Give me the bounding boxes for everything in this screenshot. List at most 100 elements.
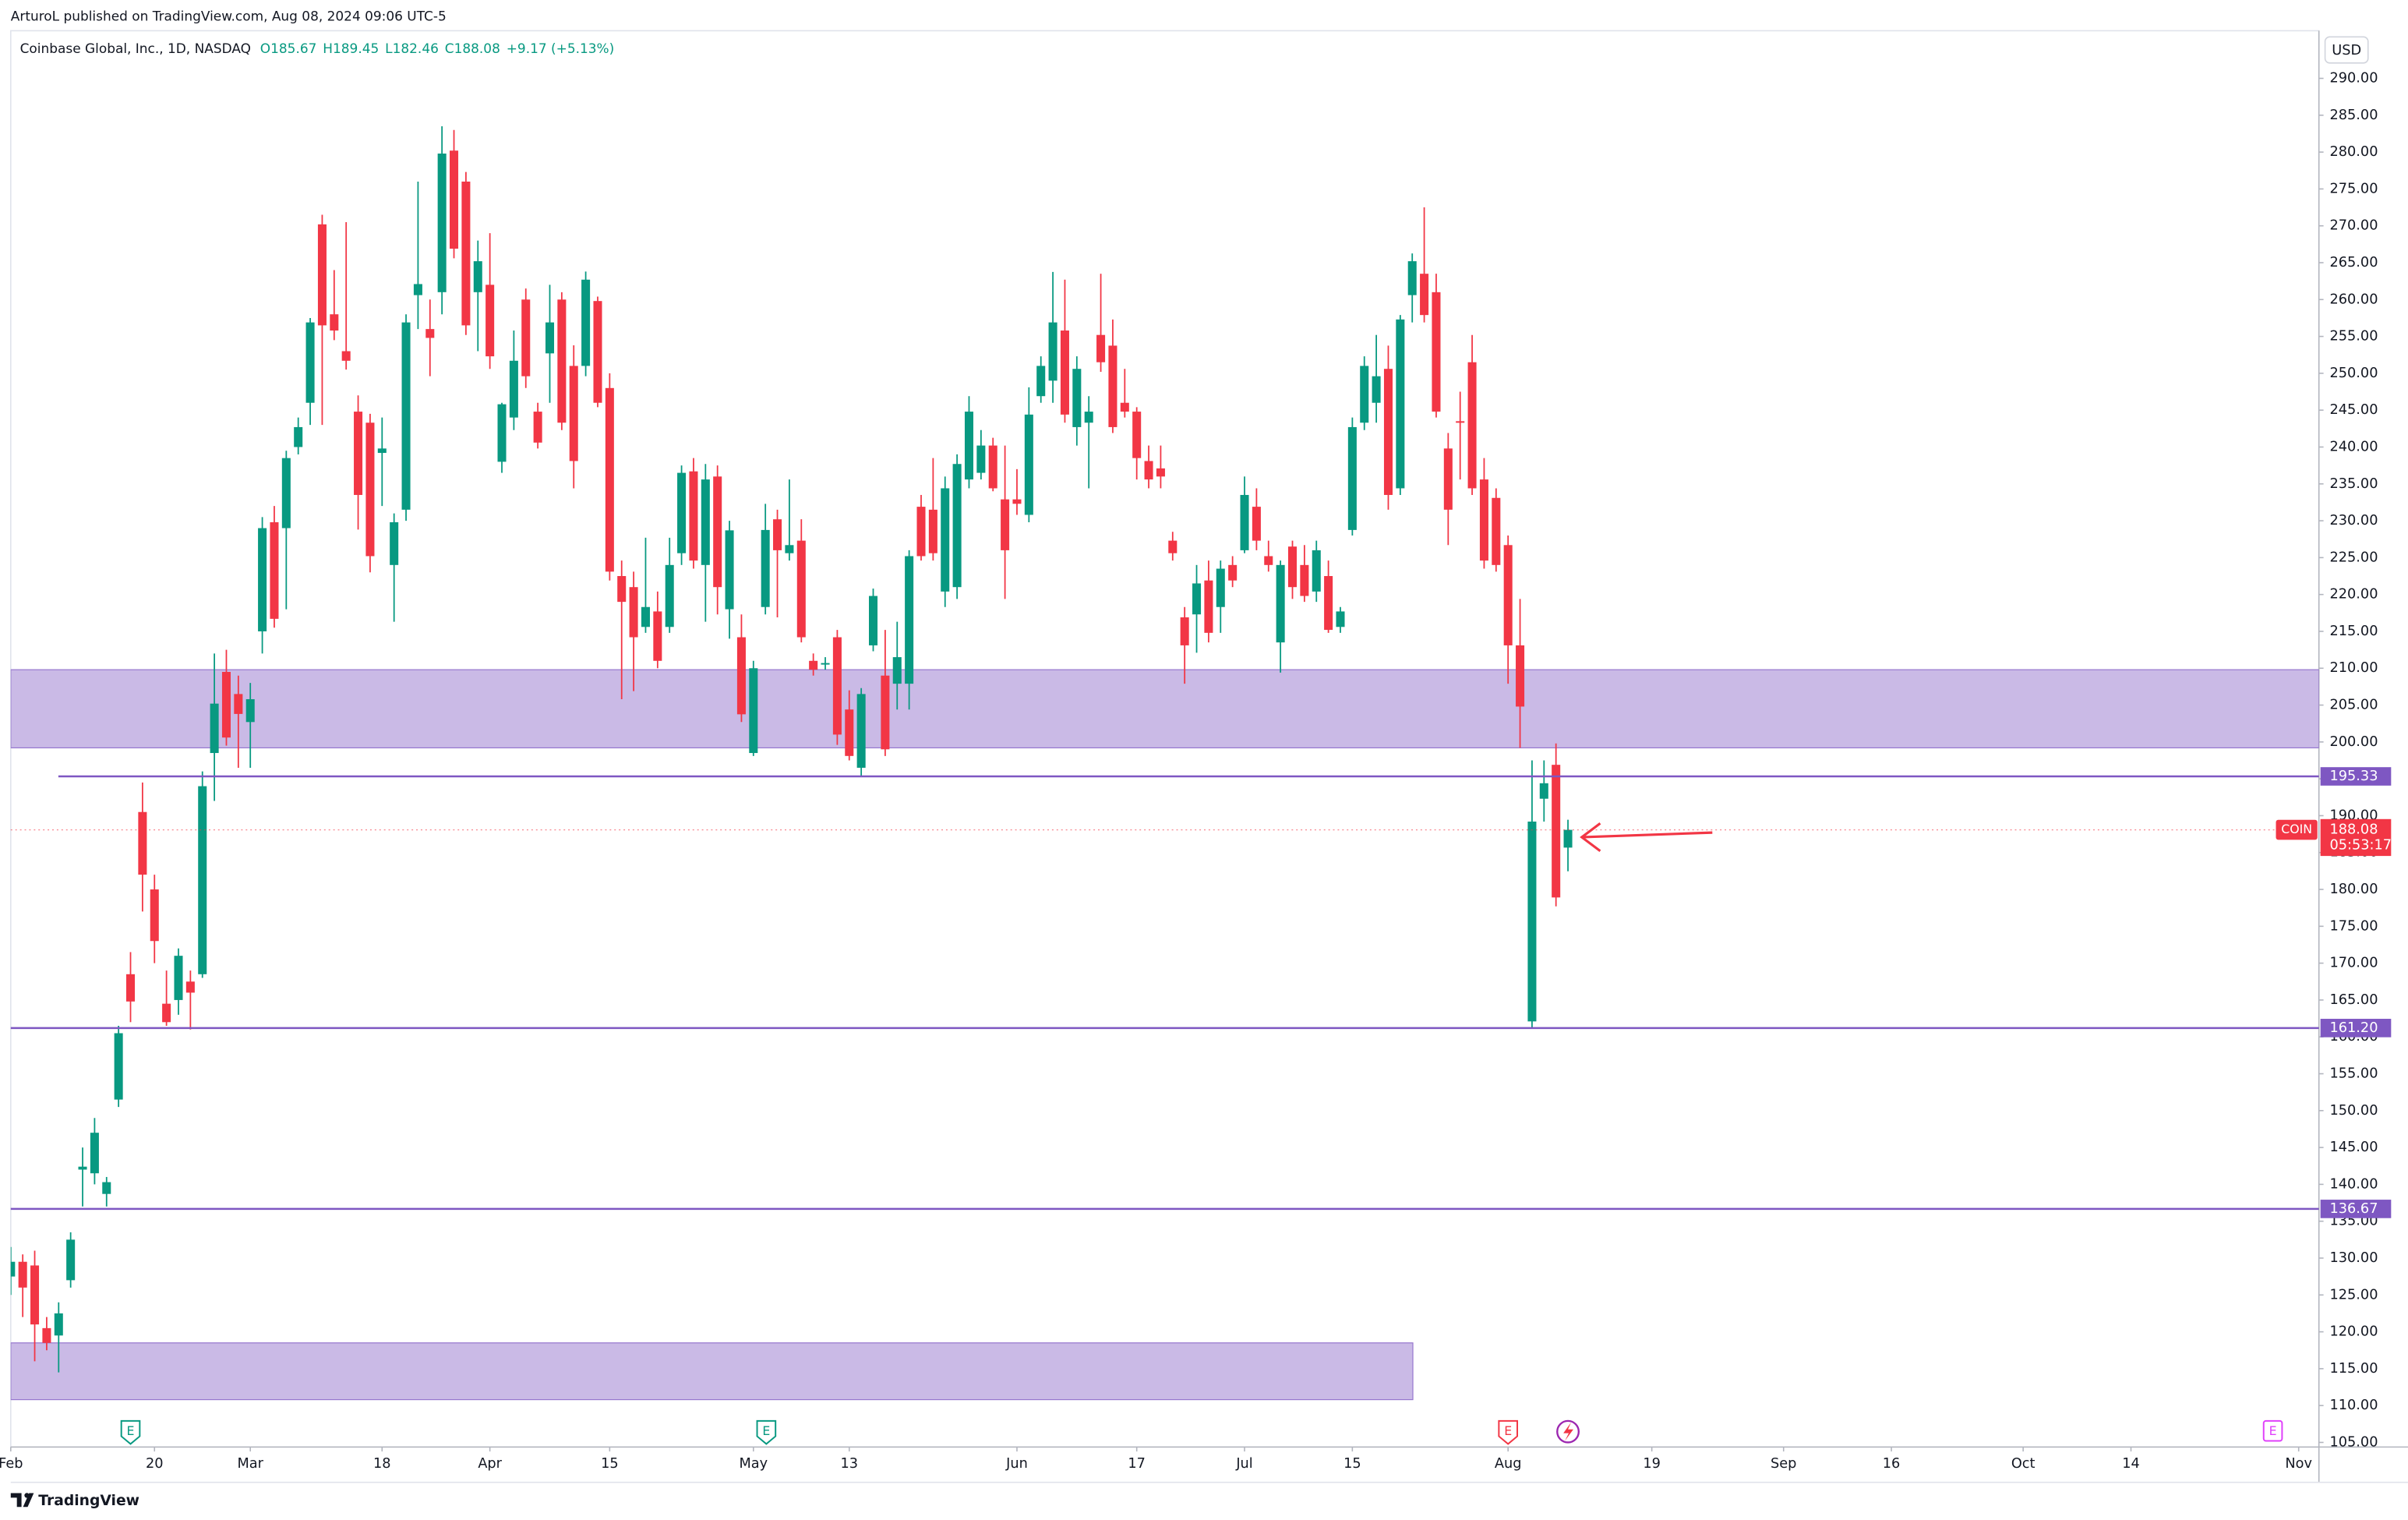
candle-body [725, 530, 734, 610]
arrow-head [1580, 822, 1601, 853]
candle-body [210, 703, 219, 754]
candle-body [258, 528, 267, 631]
candle-body [30, 1265, 40, 1325]
candle-body [437, 154, 447, 292]
candle-body [701, 479, 710, 565]
y-tick-label: 260.00 [2329, 292, 2378, 307]
candle-body [1443, 448, 1453, 510]
candle-body [18, 1261, 27, 1288]
candle-body [928, 509, 937, 553]
zones [10, 669, 2319, 1401]
candle-body [1156, 468, 1165, 477]
candle-body [198, 786, 207, 974]
x-tick-label: Mar [237, 1456, 263, 1472]
y-tick-label: 210.00 [2329, 660, 2378, 676]
x-tick-label: Feb [0, 1456, 23, 1472]
earnings-marker[interactable] [756, 1419, 777, 1445]
candle-body [653, 611, 662, 661]
x-tick-label: Oct [2011, 1456, 2036, 1472]
candle-body [1048, 322, 1057, 381]
y-tick-label: 245.00 [2329, 402, 2378, 418]
candle-body [78, 1166, 87, 1170]
candle-body [557, 299, 567, 423]
legend-close: C188.08 [445, 41, 500, 56]
candle-body [916, 507, 926, 557]
candle-body [485, 285, 495, 357]
x-tick-label: Aug [1495, 1456, 1522, 1472]
candle-body [294, 426, 303, 447]
candle-body [869, 596, 878, 645]
candle-body [1383, 369, 1393, 495]
candle-body [150, 889, 159, 942]
x-tick-label: 15 [601, 1456, 619, 1472]
x-tick-label: 14 [2122, 1456, 2140, 1472]
currency-label: USD [2332, 43, 2361, 58]
y-tick-label: 140.00 [2329, 1176, 2378, 1192]
candle-body [1096, 334, 1106, 362]
candle-body [1407, 261, 1417, 295]
candle-body [1300, 564, 1309, 596]
candle-body [1216, 568, 1225, 607]
y-tick-label: 255.00 [2329, 329, 2378, 345]
candle-body [736, 637, 746, 715]
candle-body [413, 284, 422, 295]
legend-high: H189.45 [323, 41, 379, 56]
earnings-marker[interactable] [1498, 1419, 1519, 1445]
candle-body [1204, 580, 1213, 633]
y-tick-label: 290.00 [2329, 71, 2378, 87]
candle-body [881, 675, 890, 750]
candle-body [377, 448, 387, 454]
candle-body [341, 351, 351, 361]
candle-body [1036, 366, 1046, 397]
candle-body [1563, 829, 1573, 848]
earnings-label: E [762, 1423, 770, 1438]
y-tick-label: 265.00 [2329, 255, 2378, 270]
candle-body [641, 606, 650, 627]
candle-body [629, 587, 638, 638]
candle-body [545, 322, 555, 354]
earnings-marker[interactable] [2262, 1419, 2283, 1442]
y-tick-label: 170.00 [2329, 956, 2378, 971]
y-tick-label: 105.00 [2329, 1434, 2378, 1450]
y-tick-label: 125.00 [2329, 1287, 2378, 1303]
candle-body [1264, 556, 1273, 565]
candle-body [1539, 783, 1548, 799]
candle-body [773, 519, 782, 550]
y-tick-label: 145.00 [2329, 1140, 2378, 1155]
candle-body [1108, 345, 1117, 427]
candle-body [1132, 412, 1142, 458]
candle-body [1276, 564, 1285, 643]
news-icon [1563, 1422, 1573, 1441]
candle-body [905, 556, 914, 684]
candle-body [569, 366, 578, 461]
x-tick-label: 15 [1343, 1456, 1361, 1472]
candle-body [796, 540, 806, 638]
currency-box[interactable] [2324, 36, 2369, 64]
candle-body [1479, 479, 1488, 561]
candle-body [785, 545, 794, 553]
candle-body [1312, 550, 1321, 592]
x-tick-label: May [739, 1456, 768, 1472]
candle-body [401, 322, 411, 510]
event-markers: E E E E [120, 1419, 2283, 1445]
candle-body [1456, 421, 1465, 423]
y-tick-label: 205.00 [2329, 698, 2378, 713]
candle-body [174, 956, 183, 1000]
candle-body [1432, 292, 1441, 412]
candle-body [1503, 545, 1513, 645]
candle-body [354, 412, 363, 495]
candle-body [952, 464, 962, 588]
y-tick-label: 150.00 [2329, 1103, 2378, 1119]
candle-body [677, 472, 687, 553]
legend: Coinbase Global, Inc., 1D, NASDAQ O185.67… [20, 41, 615, 56]
y-tick-label: 235.00 [2329, 476, 2378, 492]
earnings-marker[interactable] [120, 1419, 141, 1445]
candle-body [533, 412, 542, 443]
earnings-label: E [2269, 1423, 2277, 1438]
candle-body [10, 1261, 16, 1277]
candle-body [461, 181, 471, 326]
y-tick-label: 280.00 [2329, 144, 2378, 160]
last-price-tag [2320, 818, 2392, 857]
candle-body [1420, 274, 1429, 316]
